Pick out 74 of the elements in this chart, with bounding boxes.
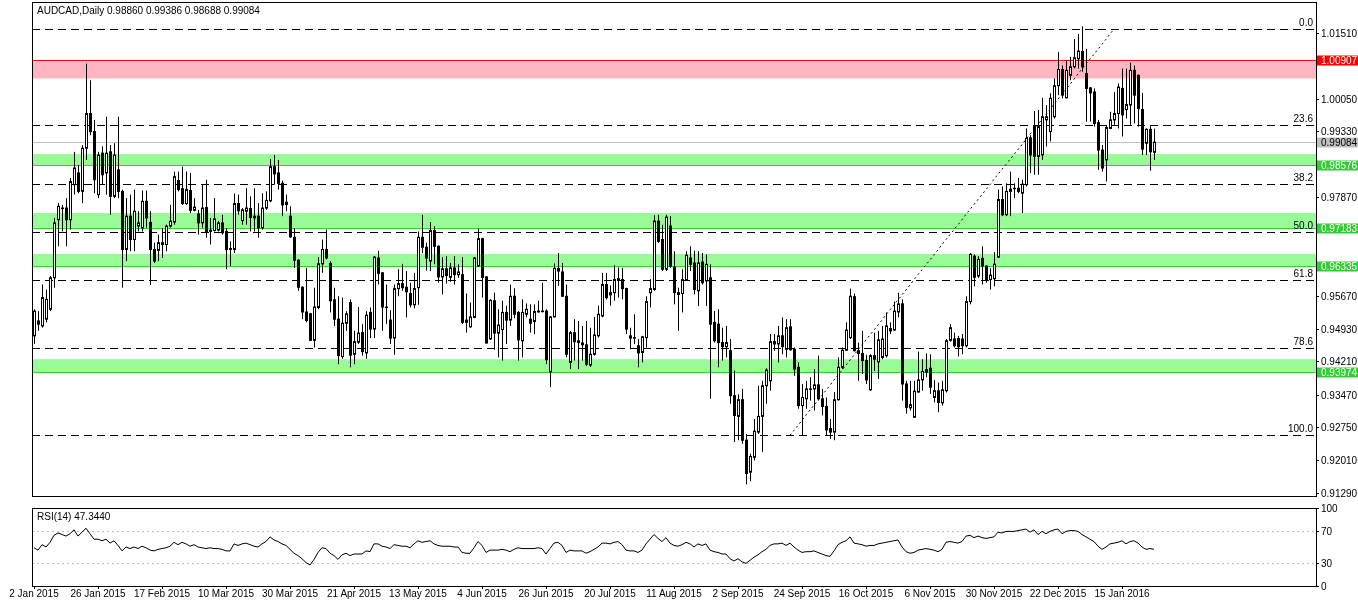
candlestick	[921, 358, 924, 392]
x-tick-label: 2 Jan 2015	[9, 588, 60, 600]
candlestick	[805, 380, 808, 410]
x-tick-label: 24 Sep 2015	[773, 588, 831, 600]
candlestick	[405, 270, 408, 318]
x-tick-label: 30 Mar 2015	[261, 588, 319, 600]
annotation: 38.2	[1293, 172, 1314, 184]
x-tick-label: 17 Feb 2015	[133, 588, 191, 600]
x-tick-label: 20 Jul 2015	[584, 588, 637, 600]
x-tick-label: 13 May 2015	[389, 588, 448, 600]
x-tick-label: 21 Apr 2015	[327, 588, 382, 600]
candlestick	[1085, 48, 1088, 123]
x-tick-label: 30 Nov 2015	[965, 588, 1023, 600]
y-tick-label: 1.01510	[1321, 28, 1358, 39]
x-tick-label: 11 Aug 2015	[646, 588, 703, 600]
x-tick-label: 10 Mar 2015	[197, 588, 255, 600]
x-tick-label: 16 Oct 2015	[838, 588, 894, 600]
candlestick	[409, 282, 412, 308]
y-tick-label: 70	[1321, 526, 1333, 537]
chart-title: RSI(14) 47.3440	[37, 511, 111, 522]
y-tick-label: 0	[1321, 581, 1327, 592]
x-tick-label: 6 Nov 2015	[904, 588, 957, 600]
ref-line-label: 0.99084	[1321, 137, 1358, 148]
candlestick	[1077, 33, 1080, 70]
y-tick-label: 0.94930	[1321, 324, 1358, 335]
ref-line-label: 0.97183	[1321, 223, 1358, 234]
annotation: 100.0	[1287, 423, 1314, 435]
annotation: 0.0	[1299, 16, 1314, 28]
candlestick	[809, 376, 812, 402]
chart-title: AUDCAD,Daily 0.98860 0.99386 0.98688 0.99084	[37, 5, 261, 16]
y-tick-label: 0.95670	[1321, 291, 1358, 302]
annotation: 78.6	[1293, 336, 1314, 348]
x-tick-label: 22 Dec 2015	[1029, 588, 1087, 600]
candlestick	[145, 190, 148, 229]
x-tick-label: 15 Jan 2016	[1094, 588, 1150, 600]
candlestick	[533, 303, 536, 335]
ref-line-label: 0.96335	[1321, 261, 1358, 272]
candlestick	[929, 353, 932, 395]
candlestick	[529, 303, 532, 334]
candlestick	[893, 301, 896, 332]
annotation: 23.6	[1293, 112, 1314, 124]
y-tick-label: 0.92750	[1321, 422, 1358, 433]
candlestick	[1153, 128, 1156, 161]
y-tick-label: 0.99330	[1321, 126, 1358, 137]
candlestick	[813, 368, 816, 412]
candlestick	[157, 234, 160, 262]
annotation: 61.8	[1293, 268, 1314, 280]
candlestick	[509, 284, 512, 327]
candlestick	[245, 187, 248, 226]
y-tick-label: 1.00050	[1321, 94, 1358, 105]
candlestick	[633, 313, 636, 345]
y-tick-label: 100	[1321, 503, 1339, 514]
candlestick	[937, 382, 940, 413]
x-tick-label: 26 Jun 2015	[518, 588, 574, 600]
y-tick-label: 0.91290	[1321, 488, 1358, 499]
candlestick	[933, 379, 936, 403]
candlestick	[717, 308, 720, 368]
candlestick	[977, 255, 980, 279]
candlestick	[197, 209, 200, 236]
x-tick-label: 26 Jan 2015	[70, 588, 126, 600]
y-tick-label: 30	[1321, 558, 1333, 569]
y-tick-label: 0.92010	[1321, 455, 1358, 466]
y-tick-label: 0.94210	[1321, 356, 1358, 367]
candlestick	[249, 195, 252, 232]
y-tick-label: 0.93470	[1321, 390, 1358, 401]
y-tick-label: 0.97870	[1321, 192, 1358, 203]
ref-line-label: 0.98576	[1321, 160, 1358, 171]
annotation: 50.0	[1293, 220, 1314, 232]
candlestick	[1125, 68, 1128, 120]
candlestick	[261, 192, 264, 231]
ref-line-label: 0.93974	[1321, 367, 1358, 378]
x-tick-label: 2 Sep 2015	[712, 588, 765, 600]
ref-line-label: 1.00907	[1321, 55, 1358, 66]
x-tick-label: 4 Jun 2015	[457, 588, 508, 600]
